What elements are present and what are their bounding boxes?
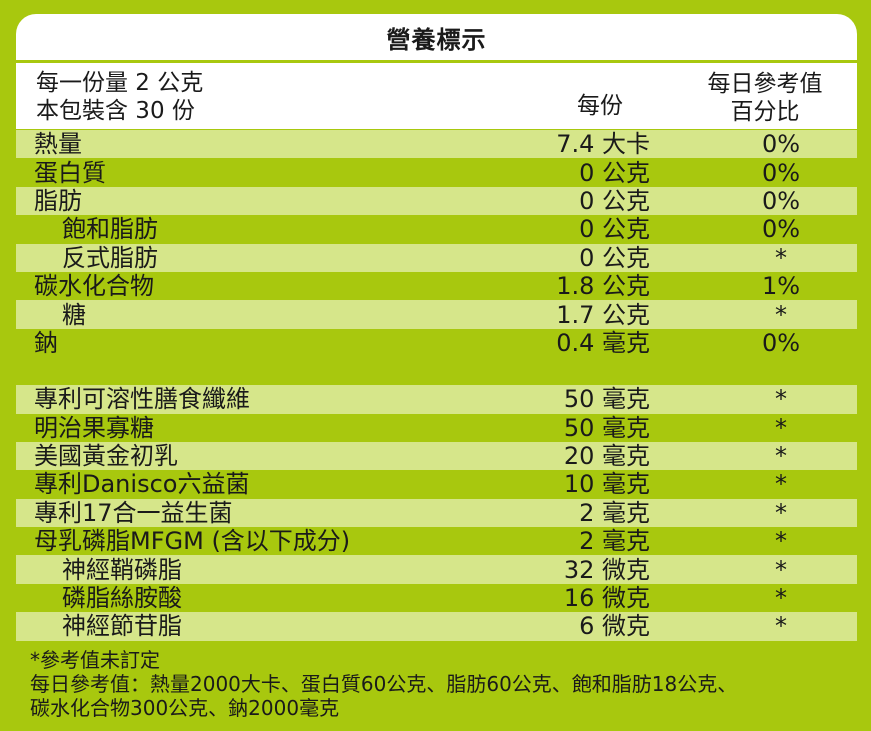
- daily-value-heading-line1: 每日參考值: [707, 71, 823, 97]
- nutrient-daily-value: 0%: [761, 158, 801, 187]
- nutrient-daily-value: *: [775, 300, 787, 329]
- nutrient-name: 熱量: [34, 130, 82, 159]
- nutrient-amount: 6 微克: [579, 612, 650, 641]
- footnotes: *參考值未訂定 每日參考值：熱量2000大卡、蛋白質60公克、脂肪60公克、飽和…: [30, 648, 737, 720]
- footnote-undetermined: *參考值未訂定: [30, 648, 160, 672]
- nutrient-daily-value: 0%: [761, 130, 801, 159]
- nutrient-amount: 0 公克: [579, 215, 650, 244]
- nutrient-daily-value: *: [775, 413, 787, 442]
- nutrient-amount: 32 微克: [563, 555, 650, 584]
- table-row: 明治果寡糖 50 毫克 *: [16, 414, 857, 442]
- table-row: 母乳磷脂MFGM (含以下成分) 2 毫克 *: [16, 527, 857, 555]
- nutrient-name: 專利17合一益生菌: [34, 498, 233, 527]
- table-row: 神經鞘磷脂 32 微克 *: [16, 555, 857, 584]
- nutrient-name: 碳水化合物: [34, 272, 154, 301]
- nutrient-daily-value: *: [775, 442, 787, 471]
- table-row: 專利Danisco六益菌 10 毫克 *: [16, 470, 857, 498]
- table-row: 糖 1.7 公克 *: [16, 300, 857, 329]
- column-header-daily-value: 每日參考值 百分比: [690, 70, 840, 126]
- daily-value-heading-line2: 百分比: [730, 99, 800, 125]
- nutrient-daily-value: *: [775, 243, 787, 272]
- table-row: 碳水化合物 1.8 公克 1%: [16, 272, 857, 300]
- nutrient-daily-value: *: [775, 584, 787, 613]
- table-row: 脂肪 0 公克 0%: [16, 186, 857, 216]
- nutrient-name: 脂肪: [34, 186, 82, 215]
- table-row: 神經節苷脂 6 微克 *: [16, 612, 857, 641]
- nutrient-amount: 0 公克: [579, 158, 650, 187]
- nutrient-amount: 7.4 大卡: [556, 130, 650, 159]
- nutrient-amount: 0.4 毫克: [556, 328, 650, 357]
- nutrient-amount: 50 毫克: [563, 385, 650, 414]
- nutrient-amount: 1.7 公克: [556, 300, 650, 329]
- column-header-per-serving: 每份: [577, 93, 623, 119]
- footnote-daily-values-cont: 碳水化合物300公克、鈉2000毫克: [30, 696, 340, 720]
- nutrient-amount: 50 毫克: [563, 413, 650, 442]
- nutrient-daily-value: *: [775, 527, 787, 556]
- nutrient-daily-value: 0%: [761, 186, 801, 215]
- nutrient-name: 專利Danisco六益菌: [34, 470, 250, 499]
- nutrient-name: 神經鞘磷脂: [62, 555, 182, 584]
- nutrient-daily-value: *: [775, 385, 787, 414]
- nutrient-daily-value: *: [775, 470, 787, 499]
- table-row: 專利可溶性膳食纖維 50 毫克 *: [16, 385, 857, 414]
- nutrient-name: 母乳磷脂MFGM (含以下成分): [34, 527, 351, 556]
- serving-size: 每一份量 2 公克: [36, 70, 204, 96]
- nutrient-name: 神經節苷脂: [62, 612, 182, 641]
- nutrient-name: 反式脂肪: [62, 243, 158, 272]
- nutrient-amount: 10 毫克: [563, 470, 650, 499]
- nutrient-name: 鈉: [34, 328, 58, 357]
- table-row: 飽和脂肪 0 公克 0%: [16, 215, 857, 243]
- nutrient-daily-value: *: [775, 612, 787, 641]
- title-divider: [16, 60, 857, 63]
- serving-header: [16, 63, 857, 129]
- table-row: 反式脂肪 0 公克 *: [16, 243, 857, 272]
- nutrient-daily-value: 1%: [761, 272, 801, 301]
- nutrient-daily-value: *: [775, 555, 787, 584]
- nutrient-daily-value: *: [775, 498, 787, 527]
- nutrient-name: 專利可溶性膳食纖維: [34, 385, 250, 414]
- nutrient-name: 蛋白質: [34, 158, 106, 187]
- nutrient-amount: 2 毫克: [579, 527, 650, 556]
- nutrient-amount: 20 毫克: [563, 442, 650, 471]
- nutrient-amount: 16 微克: [563, 584, 650, 613]
- nutrient-name: 明治果寡糖: [34, 413, 154, 442]
- nutrient-amount: 0 公克: [579, 243, 650, 272]
- table-row: 蛋白質 0 公克 0%: [16, 158, 857, 187]
- nutrient-name: 糖: [62, 300, 86, 329]
- nutrient-name: 飽和脂肪: [62, 215, 158, 244]
- table-spacer: [16, 357, 857, 385]
- nutrient-amount: 0 公克: [579, 186, 650, 215]
- table-row: 鈉 0.4 毫克 0%: [16, 329, 857, 357]
- title-text: 營養標示: [386, 25, 487, 54]
- nutrient-name: 美國黃金初乳: [34, 442, 178, 471]
- nutrient-amount: 2 毫克: [579, 498, 650, 527]
- table-row: 熱量 7.4 大卡 0%: [16, 130, 857, 159]
- nutrient-name: 磷脂絲胺酸: [62, 584, 182, 613]
- nutrient-daily-value: 0%: [761, 215, 801, 244]
- table-row: 美國黃金初乳 20 毫克 *: [16, 441, 857, 471]
- nutrition-table: 熱量 7.4 大卡 0% 蛋白質 0 公克 0% 脂肪 0 公克 0% 飽和脂肪 0 公克 0% 反式脂…: [16, 130, 857, 641]
- footnote-daily-values: 每日參考值：熱量2000大卡、蛋白質60公克、脂肪60公克、飽和脂肪18公克、: [30, 672, 738, 696]
- table-row: 磷脂絲胺酸 16 微克 *: [16, 584, 857, 612]
- nutrient-amount: 1.8 公克: [556, 272, 650, 301]
- label-title: 營養標示: [16, 14, 857, 60]
- servings-per-package: 本包裝含 30 份: [36, 98, 195, 124]
- nutrient-daily-value: 0%: [761, 328, 801, 357]
- table-row: 專利17合一益生菌 2 毫克 *: [16, 498, 857, 528]
